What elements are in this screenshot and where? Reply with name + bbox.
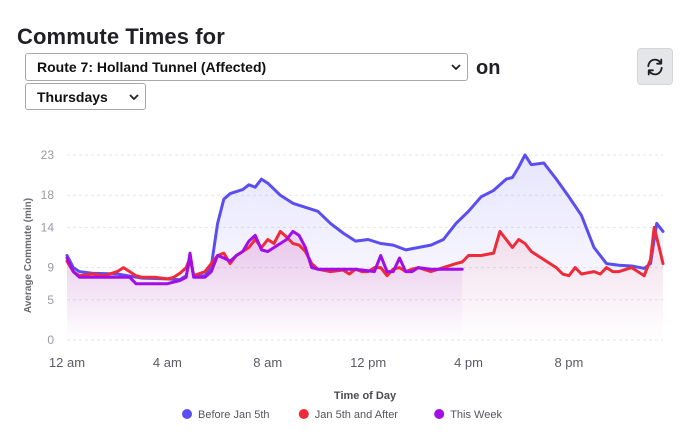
- x-tick-label: 12 am: [49, 355, 85, 370]
- refresh-button[interactable]: [637, 48, 673, 85]
- legend-marker: [182, 409, 192, 419]
- y-tick-label: 5: [47, 293, 54, 307]
- y-axis-title: Average Commute (min): [23, 198, 34, 313]
- y-tick-label: 9: [47, 261, 54, 275]
- chevron-down-icon: [451, 64, 461, 71]
- route-select[interactable]: Route 7: Holland Tunnel (Affected): [25, 53, 468, 81]
- legend-marker: [298, 409, 309, 419]
- x-tick-label: 4 pm: [454, 355, 483, 370]
- legend-label[interactable]: Jan 5th and After: [315, 409, 399, 421]
- y-tick-label: 0: [47, 333, 54, 347]
- y-tick-label: 18: [41, 188, 55, 202]
- chevron-down-icon: [129, 93, 139, 100]
- x-tick-label: 8 pm: [554, 355, 583, 370]
- route-select-value: Route 7: Holland Tunnel (Affected): [37, 59, 267, 75]
- series-line: [65, 229, 464, 286]
- x-tick-label: 8 am: [253, 355, 282, 370]
- x-tick-label: 4 am: [153, 355, 182, 370]
- page-title: Commute Times for: [17, 24, 225, 49]
- on-label: on: [476, 57, 501, 79]
- day-select-value: Thursdays: [37, 88, 108, 105]
- legend-label[interactable]: This Week: [450, 409, 502, 421]
- x-tick-label: 12 pm: [350, 355, 386, 370]
- legend-marker: [434, 409, 445, 419]
- refresh-icon: [647, 58, 663, 75]
- y-tick-label: 14: [41, 220, 55, 234]
- series-line: [65, 225, 665, 281]
- y-tick-label: 23: [41, 148, 55, 162]
- x-axis-title: Time of Day: [334, 390, 397, 402]
- series-area: [67, 231, 463, 340]
- legend-label[interactable]: Before Jan 5th: [198, 409, 270, 421]
- day-select[interactable]: Thursdays: [25, 83, 146, 110]
